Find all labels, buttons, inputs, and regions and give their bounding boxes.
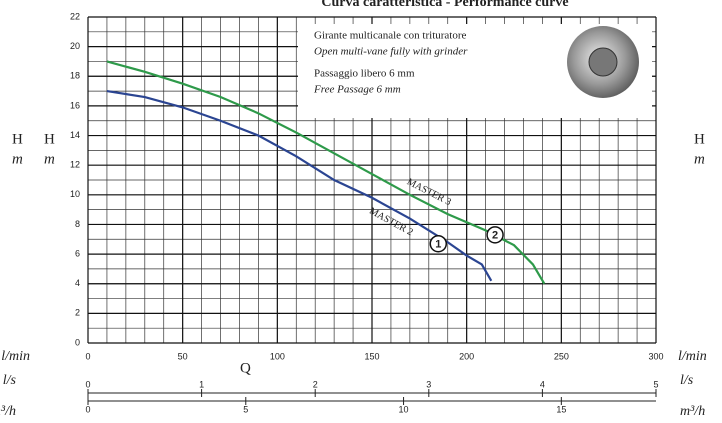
secondary-tick-label: 1: [199, 379, 204, 389]
y-tick-label: 16: [70, 100, 80, 110]
secondary-unit-label: m³/h: [680, 404, 705, 419]
x-tick-label: 150: [364, 351, 379, 361]
x-tick-label: 200: [459, 351, 474, 361]
y-tick-label: 10: [70, 189, 80, 199]
impeller-hub: [588, 47, 618, 77]
y-tick-label: 2: [75, 308, 80, 318]
secondary-tick-label: 3: [426, 379, 431, 389]
x-tick-label: 0: [85, 351, 90, 361]
info-text: Passaggio libero 6 mm: [314, 68, 415, 80]
y-axis-symbol: H: [12, 131, 23, 147]
y-axis-unit: m: [44, 151, 55, 167]
secondary-unit-label: l/s: [680, 373, 694, 388]
y-axis-unit: m: [12, 151, 23, 167]
y-tick-label: 20: [70, 41, 80, 51]
secondary-tick-label: 5: [653, 379, 658, 389]
y-tick-label: 4: [75, 278, 80, 288]
x-unit-label: l/min: [1, 349, 30, 364]
chart-title: Curva caratteristica - Performance curve: [321, 0, 568, 10]
x-tick-label: 100: [270, 351, 285, 361]
series-line: [106, 90, 493, 282]
secondary-tick-label: 0: [85, 379, 90, 389]
curve-marker: [486, 226, 504, 244]
y-tick-label: 18: [70, 71, 80, 81]
secondary-unit-label: l/s: [3, 373, 17, 388]
x-tick-label: 250: [554, 351, 569, 361]
y-axis-unit: m: [694, 151, 705, 167]
x-tick-label: 300: [648, 351, 663, 361]
info-text: Free Passage 6 mm: [313, 84, 401, 96]
series-line: [106, 60, 546, 285]
secondary-tick-label: 5: [243, 404, 248, 414]
y-tick-label: 14: [70, 130, 80, 140]
curve-marker-label: 2: [492, 230, 498, 242]
y-tick-label: 22: [70, 11, 80, 21]
secondary-tick-label: 4: [540, 379, 545, 389]
y-axis-symbol: H: [44, 131, 55, 147]
curve-marker: [429, 234, 448, 253]
secondary-unit-label: m³/h: [0, 404, 16, 419]
y-tick-label: 6: [75, 248, 80, 258]
y-tick-label: 8: [75, 219, 80, 229]
secondary-tick-label: 2: [313, 379, 318, 389]
x-tick-label: 50: [178, 351, 188, 361]
info-text: Open multi-vane fully with grinder: [314, 46, 468, 58]
secondary-tick-label: 10: [399, 404, 409, 414]
secondary-tick-label: 15: [556, 404, 566, 414]
x-unit-label: l/min: [678, 349, 707, 364]
info-text: Girante multicanale con trituratore: [314, 30, 467, 42]
curve-marker-label: 1: [435, 239, 441, 251]
y-tick-label: 12: [70, 160, 80, 170]
secondary-tick-label: 0: [85, 404, 90, 414]
x-axis-label: Q: [240, 360, 251, 376]
y-axis-symbol: H: [694, 131, 705, 147]
y-tick-label: 0: [75, 337, 80, 347]
